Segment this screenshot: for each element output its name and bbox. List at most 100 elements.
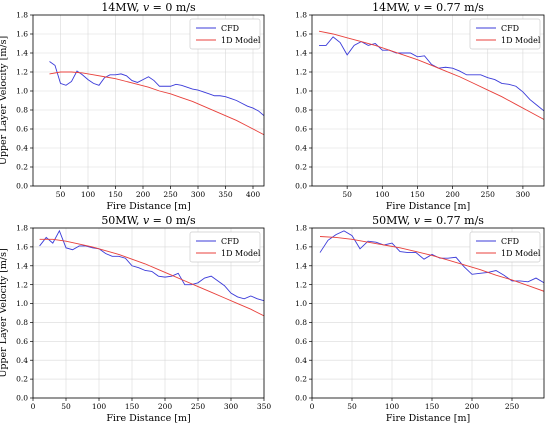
x-tick-label: 300 bbox=[224, 402, 239, 411]
y-tick-label: 0.0 bbox=[16, 394, 28, 403]
y-tick-label: 1.0 bbox=[16, 87, 28, 96]
y-tick-label: 1.8 bbox=[295, 11, 307, 20]
series-line-1d-model bbox=[318, 30, 544, 120]
x-tick-label: 50 bbox=[347, 402, 357, 411]
series-line-1d-model bbox=[319, 236, 544, 292]
y-tick-label: 1.2 bbox=[295, 280, 307, 289]
legend-box bbox=[469, 18, 541, 50]
y-tick-label: 0.2 bbox=[16, 163, 28, 172]
y-tick-label: 0.8 bbox=[295, 318, 307, 327]
legend-label-2: 1D Model bbox=[221, 36, 261, 45]
legend-label-1: CFD bbox=[501, 24, 519, 33]
plot-frame bbox=[32, 227, 265, 399]
y-tick-label: 1.6 bbox=[295, 30, 307, 39]
chart-title: 50MW, v = 0.77 m/s bbox=[372, 214, 484, 227]
legend-box bbox=[189, 231, 261, 263]
series-line-cfd bbox=[49, 61, 264, 117]
y-tick-label: 1.8 bbox=[295, 224, 307, 233]
x-tick-label: 50 bbox=[56, 190, 66, 199]
series-line-cfd bbox=[319, 36, 544, 112]
y-tick-label: 1.0 bbox=[295, 299, 307, 308]
y-tick-label: 1.2 bbox=[16, 280, 28, 289]
y-tick-label: 1.8 bbox=[16, 224, 28, 233]
legend-label-2: 1D Model bbox=[501, 249, 541, 258]
x-tick-label: 150 bbox=[125, 402, 140, 411]
y-axis-label: Upper Layer Velocity [m/s] bbox=[0, 248, 9, 377]
plot-frame bbox=[32, 14, 265, 187]
y-tick-label: 1.8 bbox=[16, 11, 28, 20]
x-tick-label: 200 bbox=[158, 402, 173, 411]
y-tick-label: 1.4 bbox=[16, 49, 28, 58]
x-tick-label: 300 bbox=[516, 190, 531, 199]
series-line-1d-model bbox=[49, 71, 264, 136]
legend-label-1: CFD bbox=[501, 237, 519, 246]
x-tick-label: 250 bbox=[191, 402, 206, 411]
legend-label-2: 1D Model bbox=[221, 249, 261, 258]
legend-box bbox=[469, 231, 541, 263]
x-tick-label: 350 bbox=[257, 402, 272, 411]
chart-title: 50MW, v = 0 m/s bbox=[101, 214, 196, 227]
x-axis-label: Fire Distance [m] bbox=[386, 201, 470, 212]
chart-panel-3: 0.0 0.2 0.4 0.6 0.8 1.0 1.2 1.4 1.6 1.8 0 50 100 150 2… bbox=[0, 214, 271, 424]
y-tick-label: 0.2 bbox=[295, 375, 307, 384]
y-tick-label: 0.0 bbox=[295, 182, 307, 191]
y-tick-label: 0.6 bbox=[16, 125, 28, 134]
x-tick-label: 150 bbox=[108, 190, 123, 199]
y-tick-label: 0.8 bbox=[16, 106, 28, 115]
x-tick-label: 150 bbox=[410, 190, 425, 199]
y-tick-label: 0.4 bbox=[16, 356, 28, 365]
y-tick-label: 1.6 bbox=[16, 30, 28, 39]
x-tick-label: 250 bbox=[505, 402, 520, 411]
x-axis-label: Fire Distance [m] bbox=[106, 413, 190, 424]
x-tick-label: 150 bbox=[425, 402, 440, 411]
x-tick-label: 0 bbox=[31, 402, 36, 411]
y-tick-label: 0.2 bbox=[16, 375, 28, 384]
x-tick-label: 250 bbox=[163, 190, 178, 199]
y-tick-label: 1.4 bbox=[295, 261, 307, 270]
y-tick-label: 0.4 bbox=[295, 144, 307, 153]
x-tick-label: 100 bbox=[385, 402, 400, 411]
x-tick-label: 50 bbox=[342, 190, 352, 199]
y-tick-label: 1.0 bbox=[295, 87, 307, 96]
plot-frame bbox=[311, 227, 545, 399]
chart-title: 14MW, v = 0.77 m/s bbox=[372, 1, 484, 14]
legend-label-1: CFD bbox=[221, 24, 239, 33]
y-tick-label: 0.6 bbox=[295, 337, 307, 346]
y-tick-label: 1.2 bbox=[16, 68, 28, 77]
x-tick-label: 50 bbox=[61, 402, 71, 411]
chart-title: 14MW, v = 0 m/s bbox=[101, 1, 196, 14]
y-tick-label: 1.4 bbox=[295, 49, 307, 58]
x-tick-label: 200 bbox=[136, 190, 151, 199]
y-axis-label: Upper Layer Velocity [m/s] bbox=[0, 36, 9, 165]
y-tick-label: 0.0 bbox=[295, 394, 307, 403]
chart-panel-2: 0.0 0.2 0.4 0.6 0.8 1.0 1.2 1.4 1.6 1.8 50 100 150 20… bbox=[295, 1, 545, 212]
x-tick-label: 350 bbox=[218, 190, 233, 199]
x-tick-label: 200 bbox=[465, 402, 480, 411]
y-tick-label: 0.8 bbox=[16, 318, 28, 327]
x-tick-label: 250 bbox=[481, 190, 496, 199]
x-axis-label: Fire Distance [m] bbox=[386, 413, 470, 424]
y-tick-label: 1.6 bbox=[295, 242, 307, 251]
legend-label-2: 1D Model bbox=[501, 36, 541, 45]
x-axis-label: Fire Distance [m] bbox=[106, 201, 190, 212]
chart-panel-1: 0.0 0.2 0.4 0.6 0.8 1.0 1.2 1.4 1.6 1.8 50 100 150 20… bbox=[0, 1, 265, 212]
x-tick-label: 100 bbox=[375, 190, 390, 199]
legend-box bbox=[189, 18, 261, 50]
y-tick-label: 0.8 bbox=[295, 106, 307, 115]
y-tick-label: 0.0 bbox=[16, 182, 28, 191]
x-tick-label: 400 bbox=[246, 190, 261, 199]
y-tick-label: 0.6 bbox=[16, 337, 28, 346]
series-line-1d-model bbox=[39, 238, 264, 317]
y-tick-label: 0.4 bbox=[295, 356, 307, 365]
y-tick-label: 0.4 bbox=[16, 144, 28, 153]
x-tick-label: 200 bbox=[445, 190, 460, 199]
series-line-cfd bbox=[319, 230, 544, 284]
plot-frame bbox=[311, 14, 545, 187]
y-tick-label: 1.6 bbox=[16, 242, 28, 251]
series-line-cfd bbox=[39, 229, 264, 302]
chart-panel-4: 0.0 0.2 0.4 0.6 0.8 1.0 1.2 1.4 1.6 1.8 0 50 100 150 2… bbox=[295, 214, 545, 424]
x-tick-label: 300 bbox=[191, 190, 206, 199]
y-tick-label: 1.2 bbox=[295, 68, 307, 77]
x-tick-label: 100 bbox=[92, 402, 107, 411]
